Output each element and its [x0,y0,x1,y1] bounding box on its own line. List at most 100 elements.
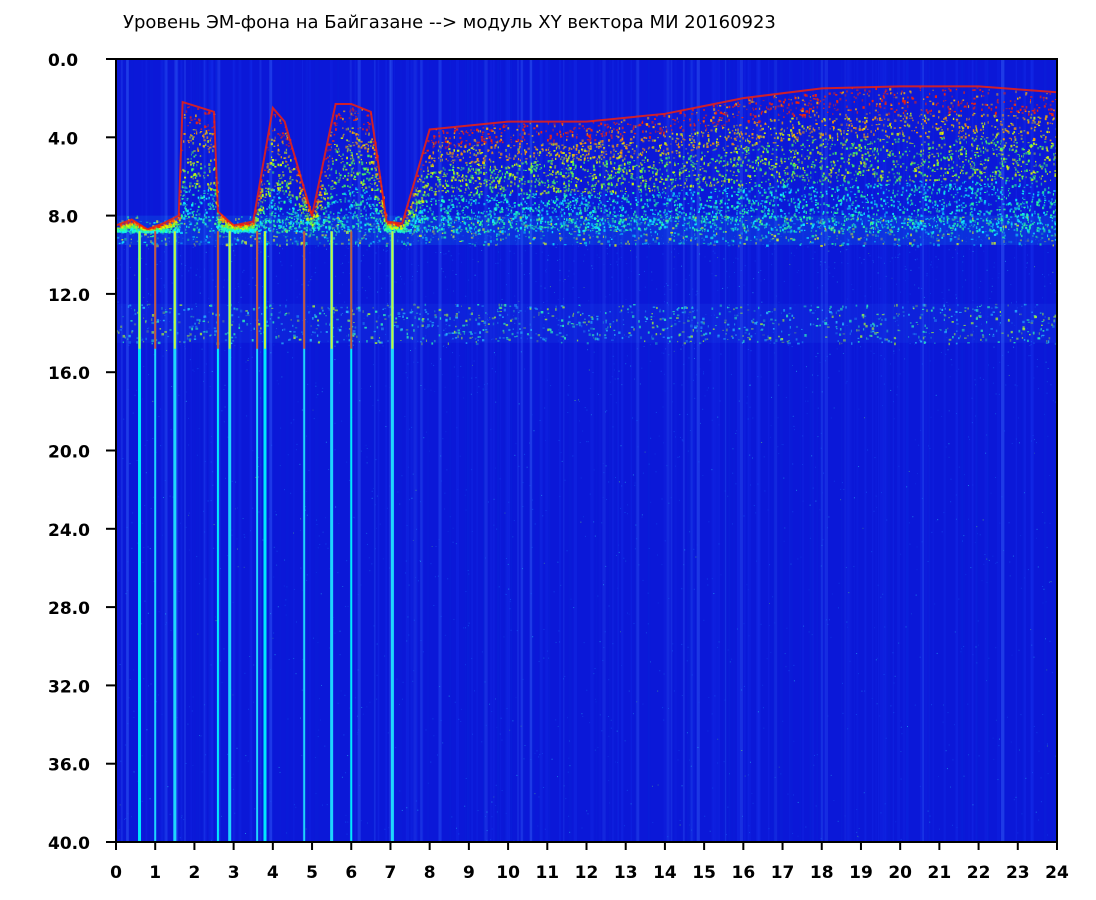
upper-speckle [473,129,475,131]
upper-speckle [736,179,738,182]
upper-speckle [1042,96,1045,99]
upper-speckle [745,187,748,189]
upper-speckle [862,174,864,176]
upper-speckle [316,201,319,204]
upper-speckle [273,189,275,192]
upper-speckle [737,164,739,166]
upper-speckle [547,174,549,177]
band-speckle [727,307,730,309]
upper-speckle [854,225,857,229]
band-speckle [530,225,534,227]
upper-speckle [792,156,794,159]
band-speckle [982,335,985,338]
upper-speckle [468,201,470,204]
band-speckle [239,309,243,313]
upper-speckle [571,175,574,178]
upper-speckle [626,200,629,203]
band-speckle [254,216,258,218]
band-speckle [837,309,840,312]
band-speckle [792,238,796,242]
band-speckle [329,323,331,326]
upper-speckle [974,106,976,109]
band-speckle [1037,337,1041,340]
upper-speckle [941,198,944,201]
band-speckle [857,217,859,220]
upper-speckle [942,121,945,123]
band-speckle [915,229,918,233]
upper-speckle [676,206,679,209]
heatmap-stripe [1023,59,1027,842]
upper-speckle [556,181,558,183]
upper-speckle [452,190,454,193]
upper-speckle [754,185,757,187]
upper-speckle [974,154,977,156]
upper-speckle [683,113,685,115]
upper-speckle [718,190,721,192]
band-speckle [685,235,688,238]
band-speckle [750,239,752,241]
upper-speckle [549,216,552,219]
band-speckle [1018,329,1021,333]
band-speckle [586,218,589,221]
band-speckle [896,313,898,315]
upper-speckle [586,128,588,130]
upper-speckle [676,137,678,140]
band-speckle [210,220,212,222]
upper-speckle [814,94,817,97]
upper-speckle [639,199,642,202]
band-speckle [1039,312,1042,314]
upper-speckle [563,187,566,189]
upper-speckle [478,193,481,195]
band-speckle [124,237,127,241]
upper-speckle [645,130,647,133]
upper-speckle [197,229,200,232]
band-speckle [946,215,949,219]
upper-speckle [475,191,479,194]
band-speckle [1003,231,1006,234]
band-speckle [630,311,634,314]
upper-speckle [694,132,696,135]
upper-speckle [564,145,567,148]
band-speckle [454,219,457,222]
band-speckle [946,233,950,236]
upper-speckle [659,128,661,131]
band-speckle [572,314,574,317]
upper-speckle [339,174,342,177]
upper-speckle [768,145,770,148]
upper-speckle [662,126,664,129]
band-speckle [317,324,320,326]
band-speckle [987,306,990,309]
upper-speckle [771,186,775,189]
band-speckle [156,242,158,245]
upper-speckle [693,128,696,131]
heatmap-stripe [523,59,525,842]
band-speckle [835,326,838,328]
band-speckle [586,342,589,345]
band-speckle [994,306,997,309]
heatmap-stripe [884,59,888,842]
upper-speckle [278,214,280,217]
upper-speckle [409,222,411,225]
band-speckle [346,306,348,309]
band-speckle [383,307,387,310]
band-speckle [511,318,514,320]
upper-speckle [879,103,881,105]
upper-speckle [467,218,469,220]
band-speckle [821,232,823,235]
band-speckle [809,310,812,313]
band-speckle [1004,234,1006,237]
upper-speckle [675,217,678,220]
band-speckle [811,241,814,244]
upper-speckle [1054,173,1056,176]
upper-speckle [421,214,423,217]
band-speckle [598,240,601,243]
band-speckle [952,227,954,230]
band-speckle [529,226,533,229]
heatmap-stripe [289,59,291,842]
band-speckle [193,338,197,340]
upper-speckle [343,227,346,229]
band-speckle [978,314,980,317]
heatmap-stripe [844,59,846,842]
band-speckle [484,329,488,331]
band-speckle [207,241,211,244]
